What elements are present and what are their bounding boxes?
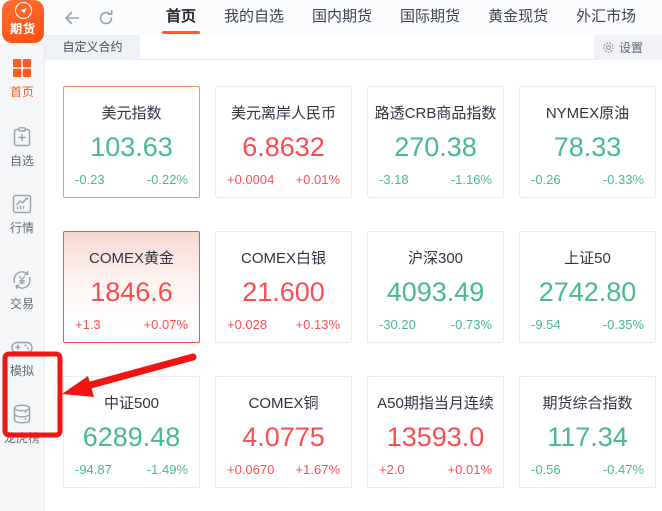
card-change: -0.23 [75, 172, 105, 187]
app-logo-label: 期货 [9, 22, 36, 36]
card-title: 美元离岸人民币 [230, 105, 336, 122]
card-price: 13593.0 [386, 422, 485, 452]
tab-international-futures[interactable]: 国际期货 [400, 8, 461, 25]
card-price: 6289.48 [82, 422, 181, 452]
card-change: +0.0670 [227, 462, 275, 477]
back-arrow-icon[interactable] [62, 8, 82, 28]
market-card-grid: 美元指数 103.63 -0.23 -0.22% 美元离岸人民币 6.8632 +… [63, 86, 656, 488]
card-title: 路透CRB商品指数 [374, 105, 497, 122]
app-logo[interactable]: 期货 [2, 0, 44, 43]
sidebar-item-label: 龙虎榜 [3, 431, 40, 445]
home-grid-icon [10, 56, 34, 80]
tab-my-watchlist[interactable]: 我的自选 [224, 8, 285, 25]
market-card-comex-silver[interactable]: COMEX白银 21.600 +0.028 +0.13% [215, 231, 352, 343]
card-change: -9.54 [531, 317, 561, 332]
card-title: 期货综合指数 [542, 395, 633, 412]
market-card-usdcnh[interactable]: 美元离岸人民币 6.8632 +0.0004 +0.01% [215, 86, 352, 198]
market-card-crb-index[interactable]: 路透CRB商品指数 270.38 -3.18 -1.16% [367, 86, 504, 198]
card-change: -94.87 [75, 462, 112, 477]
card-change-pct: +0.01% [295, 172, 340, 187]
card-price: 78.33 [553, 132, 622, 162]
card-change: -0.56 [531, 462, 561, 477]
sidebar-item-label: 行情 [9, 221, 34, 235]
market-card-a50-futures[interactable]: A50期指当月连续 13593.0 +2.0 +0.01% [367, 376, 504, 488]
card-change-pct: -0.47% [602, 462, 644, 477]
card-change: +0.028 [227, 317, 268, 332]
paper-plane-icon [14, 2, 32, 19]
sidebar-item-label: 模拟 [9, 364, 34, 378]
settings-button[interactable]: 设置 [594, 35, 662, 60]
sidebar: 首页 自选 行情 交易 模拟 龙虎榜 [0, 43, 45, 511]
card-change-pct: +1.67% [295, 462, 340, 477]
card-title: NYMEX原油 [545, 105, 630, 122]
card-price: 4093.49 [386, 277, 485, 307]
card-change: -0.26 [531, 172, 561, 187]
market-card-nymex-crude[interactable]: NYMEX原油 78.33 -0.26 -0.33% [519, 86, 656, 198]
card-change-pct: -1.49% [146, 462, 188, 477]
card-change: +1.3 [75, 317, 101, 332]
tab-custom-contract[interactable]: 自定义合约 [45, 35, 140, 60]
trade-yuan-icon [10, 268, 34, 292]
market-card-comex-gold[interactable]: COMEX黄金 1846.6 +1.3 +0.07% [63, 231, 200, 343]
market-card-sse50[interactable]: 上证50 2742.80 -9.54 -0.35% [519, 231, 656, 343]
sidebar-item-label: 首页 [9, 85, 34, 99]
sidebar-item-watchlist[interactable]: 自选 [0, 125, 45, 169]
sidebar-item-trade[interactable]: 交易 [0, 268, 45, 312]
card-change-pct: +0.13% [295, 317, 340, 332]
card-price: 270.38 [394, 132, 477, 162]
card-change: +0.0004 [227, 172, 275, 187]
card-price: 1846.6 [90, 277, 173, 307]
card-change-pct: -0.35% [602, 317, 644, 332]
ranking-database-icon [10, 402, 34, 426]
card-title: 上证50 [564, 250, 611, 267]
refresh-icon[interactable] [96, 8, 116, 28]
tab-gold-spot[interactable]: 黄金现货 [488, 8, 549, 25]
market-chart-icon [10, 192, 34, 216]
card-title: COMEX铜 [248, 395, 319, 412]
card-change-pct: -0.33% [602, 172, 644, 187]
nav-tabs: 首页 我的自选 国内期货 国际期货 黄金现货 外汇市场 期 [161, 0, 662, 35]
sidebar-item-home[interactable]: 首页 [0, 56, 45, 100]
market-card-futures-composite[interactable]: 期货综合指数 117.34 -0.56 -0.47% [519, 376, 656, 488]
card-change-pct: -0.73% [450, 317, 492, 332]
card-change: +2.0 [379, 462, 405, 477]
card-title: COMEX白银 [240, 250, 326, 267]
sidebar-item-quotes[interactable]: 行情 [0, 192, 45, 236]
sidebar-item-simulate[interactable]: 模拟 [0, 335, 45, 379]
card-price: 2742.80 [538, 277, 637, 307]
card-price: 103.63 [90, 132, 173, 162]
card-title: 美元指数 [101, 105, 162, 122]
card-price: 4.0775 [242, 422, 325, 452]
tab-forex-market[interactable]: 外汇市场 [576, 8, 637, 25]
watchlist-plus-icon [10, 125, 34, 149]
market-card-usd-index[interactable]: 美元指数 103.63 -0.23 -0.22% [63, 86, 200, 198]
card-change-pct: +0.01% [447, 462, 492, 477]
card-title: A50期指当月连续 [377, 395, 494, 412]
sidebar-item-label: 自选 [9, 154, 34, 168]
card-change-pct: +0.07% [143, 317, 188, 332]
main-content: 美元指数 103.63 -0.23 -0.22% 美元离岸人民币 6.8632 +… [45, 60, 662, 511]
top-navigation: 首页 我的自选 国内期货 国际期货 黄金现货 外汇市场 期 [0, 0, 662, 36]
market-card-csi300[interactable]: 沪深300 4093.49 -30.20 -0.73% [367, 231, 504, 343]
simulate-gamepad-icon [10, 335, 34, 359]
gear-icon [602, 41, 615, 54]
card-change-pct: -0.22% [146, 172, 188, 187]
settings-label: 设置 [619, 41, 644, 55]
card-title: COMEX黄金 [88, 250, 174, 267]
contract-tab-strip: 自定义合约 设置 [45, 35, 662, 60]
card-price: 6.8632 [242, 132, 325, 162]
tab-home[interactable]: 首页 [161, 0, 201, 35]
card-title: 中证500 [103, 395, 160, 412]
sidebar-item-ranking[interactable]: 龙虎榜 [0, 402, 45, 446]
card-change-pct: -1.16% [450, 172, 492, 187]
tab-domestic-futures[interactable]: 国内期货 [312, 8, 373, 25]
card-change: -30.20 [379, 317, 416, 332]
sidebar-item-label: 交易 [9, 297, 34, 311]
card-price: 21.600 [242, 277, 325, 307]
market-card-csi500[interactable]: 中证500 6289.48 -94.87 -1.49% [63, 376, 200, 488]
card-change: -3.18 [379, 172, 409, 187]
card-price: 117.34 [547, 422, 628, 452]
card-title: 沪深300 [407, 250, 464, 267]
market-card-comex-copper[interactable]: COMEX铜 4.0775 +0.0670 +1.67% [215, 376, 352, 488]
